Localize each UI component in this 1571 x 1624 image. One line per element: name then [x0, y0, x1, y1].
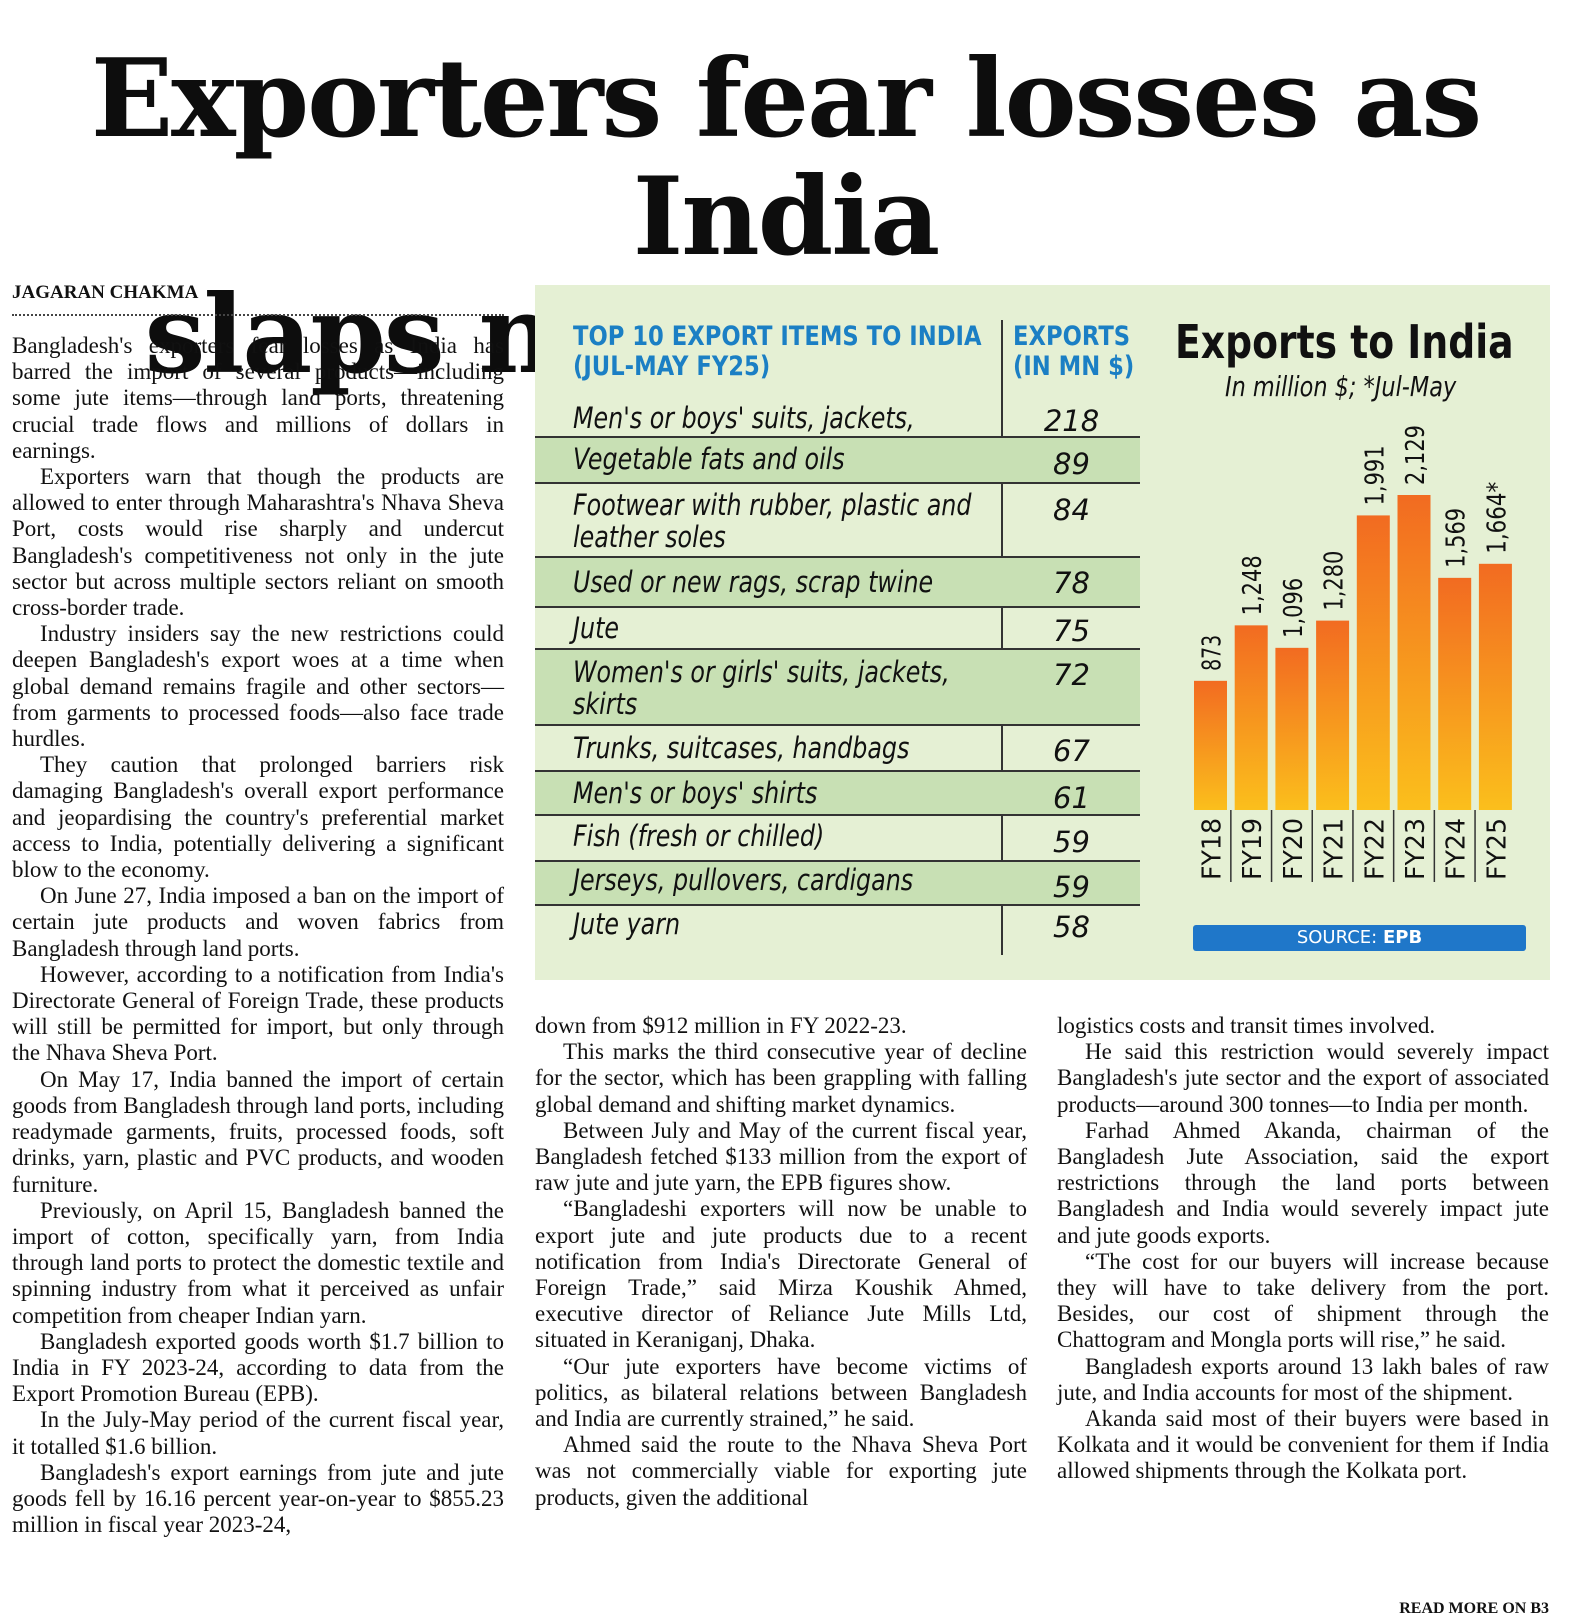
paragraph: However, according to a notification fro…: [12, 961, 504, 1066]
row-value: 67: [1053, 734, 1090, 768]
paragraph: Ahmed said the route to the Nhava Sheva …: [535, 1432, 1027, 1510]
paragraph: On May 17, India banned the import of ce…: [12, 1066, 504, 1197]
row-value: 59: [1053, 825, 1090, 859]
table-row: Vegetable fats and oils 89: [535, 438, 1140, 484]
x-tick-label: FY25: [1482, 818, 1512, 880]
bar-fy24: [1438, 577, 1472, 810]
bar-value-label: 1,248: [1238, 555, 1268, 615]
x-tick-label: FY22: [1360, 818, 1390, 880]
paragraph: Bangladesh exports around 13 lakh bales …: [1057, 1353, 1549, 1405]
table-row: Jute 75: [535, 608, 1140, 650]
paragraph: They caution that prolonged barriers ris…: [12, 752, 504, 883]
paragraph: Bangladesh's export earnings from jute a…: [12, 1459, 504, 1538]
paragraph: In the July-May period of the current fi…: [12, 1407, 504, 1459]
row-item: Men's or boys' shirts: [573, 776, 818, 810]
row-value: 84: [1053, 493, 1090, 527]
bar-fy25: [1478, 563, 1512, 810]
table-row: Men's or boys' shirts 61: [535, 772, 1140, 816]
table-row: Jute yarn 58: [535, 906, 1140, 946]
row-value: 72: [1053, 658, 1090, 692]
row-item: Trunks, suitcases, handbags: [573, 731, 910, 765]
paragraph: He said this restriction would severely …: [1057, 1039, 1549, 1117]
bar-value-label: 1,991: [1360, 445, 1390, 505]
bar-fy18: [1194, 680, 1227, 810]
x-tick-label: FY23: [1401, 818, 1431, 880]
paragraph: “Bangladeshi exporters will now be unabl…: [535, 1196, 1027, 1353]
paragraph: Exporters warn that though the products …: [12, 464, 504, 621]
table-row: Trunks, suitcases, handbags 67: [535, 726, 1140, 772]
table-row: Men's or boys' suits, jackets, trousers …: [535, 400, 1140, 466]
row-item: Vegetable fats and oils: [573, 442, 845, 476]
read-more-link[interactable]: READ MORE ON B3: [1399, 1600, 1549, 1617]
row-item: Footwear with rubber, plastic and leathe…: [573, 488, 972, 554]
row-value: 218: [1043, 404, 1100, 438]
table-row: Women's or girls' suits, jackets, skirts…: [535, 650, 1140, 726]
export-items-table: Men's or boys' suits, jackets, trousers …: [535, 400, 1140, 946]
source-prefix: SOURCE:: [1296, 927, 1378, 948]
paragraph: Bangladesh's exporters fear losses as In…: [12, 333, 504, 463]
table-header-value: EXPORTS (IN MN $): [1013, 321, 1135, 382]
x-tick-label: FY21: [1320, 818, 1350, 880]
row-value: 61: [1053, 781, 1090, 815]
paragraph: “Our jute exporters have become victims …: [535, 1353, 1027, 1432]
paragraph: down from $912 million in FY 2022-23.: [535, 1013, 907, 1038]
x-tick-label: FY19: [1238, 818, 1268, 880]
paragraph: Akanda said most of their buyers were ba…: [1057, 1406, 1549, 1484]
bar-value-label: 2,129: [1401, 425, 1431, 485]
bar-fy19: [1234, 625, 1268, 810]
table-header-item: TOP 10 EXPORT ITEMS TO INDIA (JUL-MAY FY…: [573, 321, 982, 382]
row-value: 89: [1053, 447, 1090, 481]
article-column-1: Bangladesh's exporters fear losses as In…: [12, 333, 504, 1538]
row-value: 59: [1053, 870, 1090, 904]
paragraph: “The cost for our buyers will increase b…: [1057, 1248, 1549, 1353]
x-tick-label: FY20: [1279, 818, 1309, 880]
paragraph: Bangladesh exported goods worth $1.7 bil…: [12, 1328, 504, 1407]
x-tick-label: FY18: [1198, 818, 1228, 880]
bar-value-label: 873: [1198, 635, 1228, 671]
paragraph: Industry insiders say the new restrictio…: [12, 621, 504, 752]
row-value: 58: [1053, 910, 1090, 944]
headline-line-1: Exporters fear losses as India: [90, 36, 1482, 280]
table-row: Used or new rags, scrap twine 78: [535, 558, 1140, 608]
bar-value-label: 1,664*: [1482, 482, 1512, 554]
row-value: 78: [1053, 566, 1090, 600]
bar-value-label: 1,280: [1320, 551, 1350, 611]
chart-title: Exports to India: [1175, 315, 1514, 369]
row-item: Jute: [573, 611, 620, 645]
table-row: Footwear with rubber, plastic and leathe…: [535, 484, 1140, 558]
bar-fy21: [1316, 620, 1350, 810]
table-divider: [1001, 320, 1003, 955]
article-column-3: logistics costs and transit times involv…: [1057, 1013, 1549, 1485]
paragraph: Previously, on April 15, Bangladesh bann…: [12, 1197, 504, 1328]
paragraph: On June 27, India imposed a ban on the i…: [12, 883, 504, 961]
table-row: Jerseys, pullovers, cardigans 59: [535, 862, 1140, 906]
paragraph: This marks the third consecutive year of…: [535, 1039, 1027, 1117]
bar-fy22: [1356, 515, 1390, 810]
table-row: Fish (fresh or chilled) 59: [535, 816, 1140, 862]
chart-subtitle: In million $; *Jul-May: [1225, 370, 1457, 403]
x-tick-label: FY24: [1442, 818, 1472, 880]
infographic: TOP 10 EXPORT ITEMS TO INDIA (JUL-MAY FY…: [535, 285, 1550, 980]
bar-value-label: 1,096: [1279, 578, 1309, 638]
paragraph: Farhad Ahmed Akanda, chairman of the Ban…: [1057, 1117, 1549, 1248]
row-value: 75: [1053, 614, 1090, 648]
byline: JAGARAN CHAKMA: [12, 282, 504, 316]
row-item: Jute yarn: [573, 907, 681, 941]
source-name: EPB: [1382, 927, 1423, 948]
row-item: Women's or girls' suits, jackets, skirts: [573, 655, 950, 721]
bar-fy20: [1275, 647, 1309, 810]
exports-bar-chart: 873 FY18 1,248 FY19 1,096 FY20 1,280 FY21 1,991 F…: [1194, 425, 1512, 882]
row-item: Fish (fresh or chilled): [573, 819, 825, 853]
bar-fy23: [1397, 495, 1431, 810]
source-bar: SOURCE: EPB: [1193, 925, 1526, 951]
article-column-2: down from $912 million in FY 2022-23. Th…: [535, 1013, 1027, 1511]
bar-value-label: 1,569: [1442, 508, 1472, 568]
paragraph: Between July and May of the current fisc…: [535, 1117, 1027, 1196]
paragraph: logistics costs and transit times involv…: [1057, 1013, 1436, 1038]
row-item: Jerseys, pullovers, cardigans: [573, 863, 914, 897]
row-item: Used or new rags, scrap twine: [573, 565, 934, 599]
